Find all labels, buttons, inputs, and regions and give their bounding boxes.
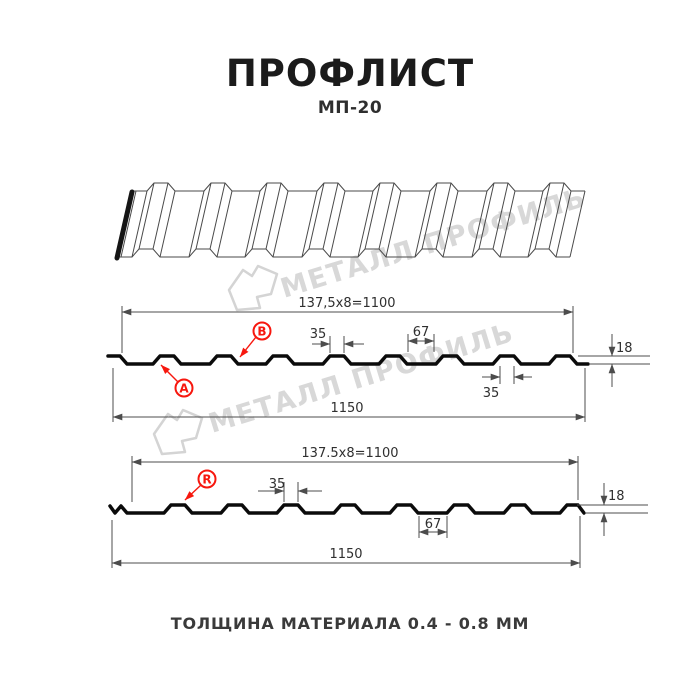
label-letter: B bbox=[257, 325, 266, 339]
profile-outline-bottom bbox=[108, 503, 586, 515]
label-r: R bbox=[184, 469, 217, 501]
profile-outline-top bbox=[106, 354, 590, 366]
sheet-cut-edge bbox=[114, 189, 135, 261]
dim-text: 35 bbox=[269, 477, 286, 492]
label-b: B bbox=[239, 321, 272, 358]
dim-text: 35 bbox=[310, 327, 327, 342]
material-thickness-note: ТОЛЩИНА МАТЕРИАЛА 0.4 - 0.8 ММ bbox=[170, 614, 530, 633]
profile-3d-view bbox=[114, 182, 586, 261]
profile-section-top: 137,5x8=1100 35 67 35 1150 bbox=[106, 296, 650, 422]
dim-text: 1150 bbox=[330, 401, 363, 416]
dim-text: 137.5x8=1100 bbox=[301, 446, 398, 461]
label-circle bbox=[252, 321, 272, 341]
label-a: A bbox=[160, 364, 194, 398]
profile-section-bottom: 137.5x8=1100 35 67 1150 18 R bbox=[108, 446, 648, 568]
label-circle bbox=[174, 378, 194, 398]
dim-height-top: 18 bbox=[578, 334, 650, 387]
dim-width-formula-top: 137,5x8=1100 bbox=[121, 296, 574, 353]
dim-text: 137,5x8=1100 bbox=[298, 296, 395, 311]
dim-total-width-bottom: 1150 bbox=[111, 516, 581, 568]
brand-watermark-text: МЕТАЛЛ ПРОФИЛЬ bbox=[205, 317, 518, 440]
dim-rib-top-35-right: 35 bbox=[482, 366, 532, 401]
dim-text: 1150 bbox=[329, 547, 362, 562]
dim-text: 18 bbox=[616, 341, 633, 356]
dim-rib-top-35: 35 bbox=[310, 327, 364, 353]
brand-watermark-lower: МЕТАЛЛ ПРОФИЛЬ bbox=[152, 317, 518, 456]
dim-text: 67 bbox=[413, 325, 430, 340]
label-circle bbox=[197, 469, 217, 489]
label-letter: A bbox=[179, 382, 189, 396]
page-subtitle: МП-20 bbox=[317, 98, 383, 118]
dim-text: 18 bbox=[608, 489, 625, 504]
dim-text: 67 bbox=[425, 517, 442, 532]
brand-logo-icon bbox=[227, 264, 279, 312]
dim-height-bottom: 18 bbox=[577, 483, 648, 536]
dim-rib-bottom-67: 67 bbox=[407, 325, 435, 352]
dim-text: 35 bbox=[483, 386, 500, 401]
dim-rib-top-35: 35 bbox=[258, 477, 322, 502]
dim-width-formula-bottom: 137.5x8=1100 bbox=[131, 446, 579, 502]
page-title: ПРОФЛИСТ bbox=[225, 52, 475, 95]
dim-total-width-top: 1150 bbox=[112, 368, 586, 422]
dim-rib-bottom-67: 67 bbox=[418, 516, 448, 538]
label-letter: R bbox=[202, 473, 211, 487]
